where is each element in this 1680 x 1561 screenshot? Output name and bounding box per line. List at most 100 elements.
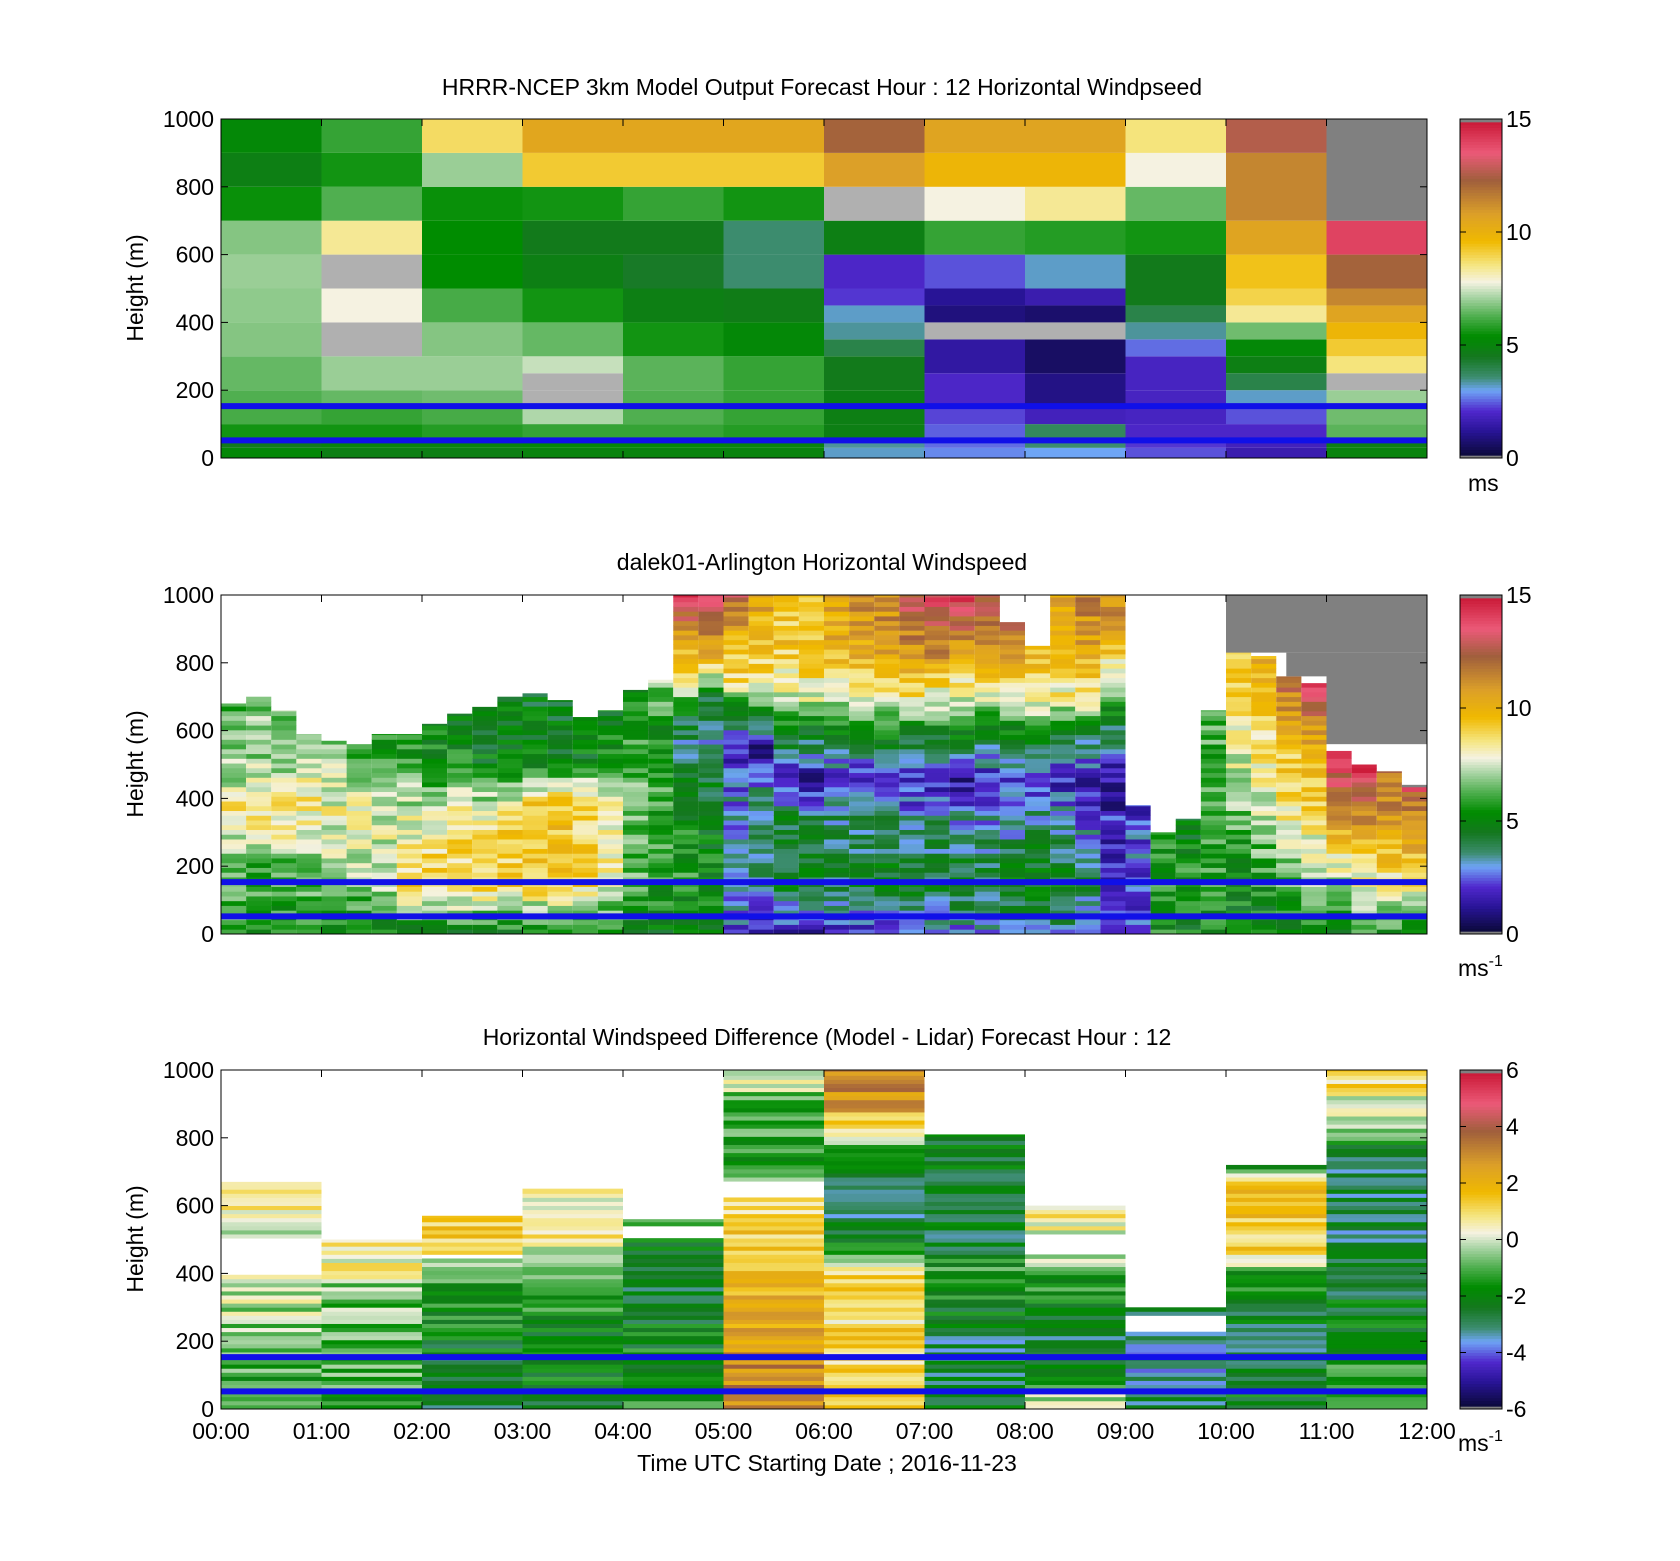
bin-37-14 (1150, 924, 1176, 930)
diff-8-444 (1025, 1254, 1126, 1259)
bin-15-196 (597, 862, 624, 868)
bin-39-504 (1200, 758, 1227, 764)
y-tick-label: 1000 (163, 582, 214, 608)
diff-3-600 (522, 1201, 623, 1206)
bin-15-112 (597, 891, 624, 897)
cell-7-6 (924, 322, 1025, 340)
bin-0-98 (221, 896, 247, 902)
cell-10-4 (1226, 390, 1327, 404)
diff-1-420 (321, 1262, 422, 1268)
colorbar-tick-label: -4 (1506, 1340, 1527, 1366)
colorbar-segment-78 (1460, 710, 1502, 715)
bin-12-182 (522, 867, 548, 873)
bin-5-84 (346, 900, 372, 906)
cell-5-2 (723, 424, 824, 438)
bin-12-14 (522, 924, 548, 930)
bin-20-700 (723, 691, 749, 698)
bin-0-168 (221, 872, 247, 878)
bin-18-364 (673, 805, 699, 812)
diff-7-216 (924, 1331, 1025, 1337)
bin-8-182 (422, 867, 448, 873)
bin-32-714 (1025, 687, 1051, 693)
bin-40-574 (1226, 734, 1252, 740)
bin-44-308 (1326, 824, 1352, 830)
bin-42-70 (1276, 905, 1302, 911)
bin-33-560 (1050, 739, 1076, 745)
diff-6-840 (824, 1120, 925, 1125)
lidar-colorbar-unit: ms-1 (1458, 953, 1503, 981)
bin-11-252 (497, 843, 523, 849)
x-tick-label: 05:00 (695, 1418, 753, 1444)
bin-25-546 (849, 744, 875, 750)
cell-8-10 (1025, 220, 1126, 255)
diff-0-600 (221, 1201, 322, 1206)
colorbar-segment-73 (1460, 1199, 1502, 1204)
bin-5-462 (346, 772, 372, 778)
y-tick-label: 200 (176, 377, 214, 403)
bin-24-434 (824, 782, 850, 788)
bin-7-448 (396, 777, 423, 783)
bin-25-924 (849, 616, 875, 622)
colorbar-segment-65 (1460, 747, 1502, 751)
diff-7-276 (924, 1311, 1025, 1316)
bin-19-532 (698, 748, 724, 755)
bin-34-966 (1075, 601, 1101, 607)
diff-1-360 (321, 1282, 422, 1288)
bin-8-616 (422, 723, 448, 726)
diff-0-324 (221, 1295, 322, 1300)
bin-3-350 (296, 810, 322, 816)
bin-11-56 (497, 910, 523, 916)
bin-41-224 (1251, 853, 1277, 859)
bin-19-98 (698, 896, 724, 902)
bin-33-854 (1050, 639, 1076, 645)
colorbar-segment-10 (1460, 426, 1502, 431)
diff-0-384 (221, 1274, 322, 1280)
diff-7-408 (924, 1266, 1025, 1272)
x-axis-label: Time UTC Starting Date ; 2016-11-23 (637, 1450, 1017, 1476)
diff-6-684 (824, 1173, 925, 1178)
diff-6-984 (824, 1071, 925, 1076)
diff-8-168 (1025, 1347, 1126, 1353)
bin-37-280 (1150, 834, 1176, 840)
diff-11-384 (1326, 1274, 1427, 1280)
diff-0-660 (221, 1181, 322, 1186)
model-colorbar-unit: ms (1468, 470, 1499, 496)
bin-37-0 (1150, 929, 1176, 935)
y-tick-label: 0 (201, 445, 214, 471)
bin-42-84 (1276, 900, 1302, 906)
diff-3-552 (522, 1217, 623, 1223)
bin-11-504 (497, 758, 523, 764)
bin-21-434 (748, 782, 774, 788)
colorbar-segment-75 (1460, 1194, 1502, 1198)
bin-32-560 (1025, 739, 1051, 745)
diff-4-12 (623, 1400, 724, 1406)
diff-2-276 (422, 1311, 523, 1316)
bin-7-182 (396, 867, 423, 873)
bin-24-798 (824, 658, 850, 664)
bin-4-406 (321, 791, 347, 797)
bin-2-434 (271, 782, 297, 788)
bin-0-266 (221, 839, 247, 845)
bin-23-14 (798, 924, 825, 930)
bin-15-364 (597, 805, 624, 812)
bin-33-588 (1050, 729, 1076, 736)
bin-33-504 (1050, 758, 1076, 764)
y-tick-label: 600 (176, 242, 214, 268)
bin-20-574 (723, 734, 749, 740)
bin-14-28 (572, 919, 598, 925)
bin-24-364 (824, 805, 850, 812)
bin-22-210 (773, 858, 799, 864)
bin-6-546 (371, 744, 397, 750)
diff-5-192 (723, 1339, 824, 1345)
colorbar-segment-28 (1460, 1327, 1502, 1331)
bin-43-112 (1301, 891, 1327, 897)
bin-16-98 (623, 896, 649, 902)
bin-36-196 (1125, 862, 1151, 868)
bin-26-504 (874, 758, 900, 764)
bin-25-84 (849, 900, 875, 906)
bin-32-784 (1025, 663, 1051, 669)
diff-0-264 (221, 1315, 322, 1320)
bin-30-868 (974, 635, 1000, 641)
bin-43-504 (1301, 758, 1327, 764)
colorbar-segment-47 (1460, 798, 1502, 802)
